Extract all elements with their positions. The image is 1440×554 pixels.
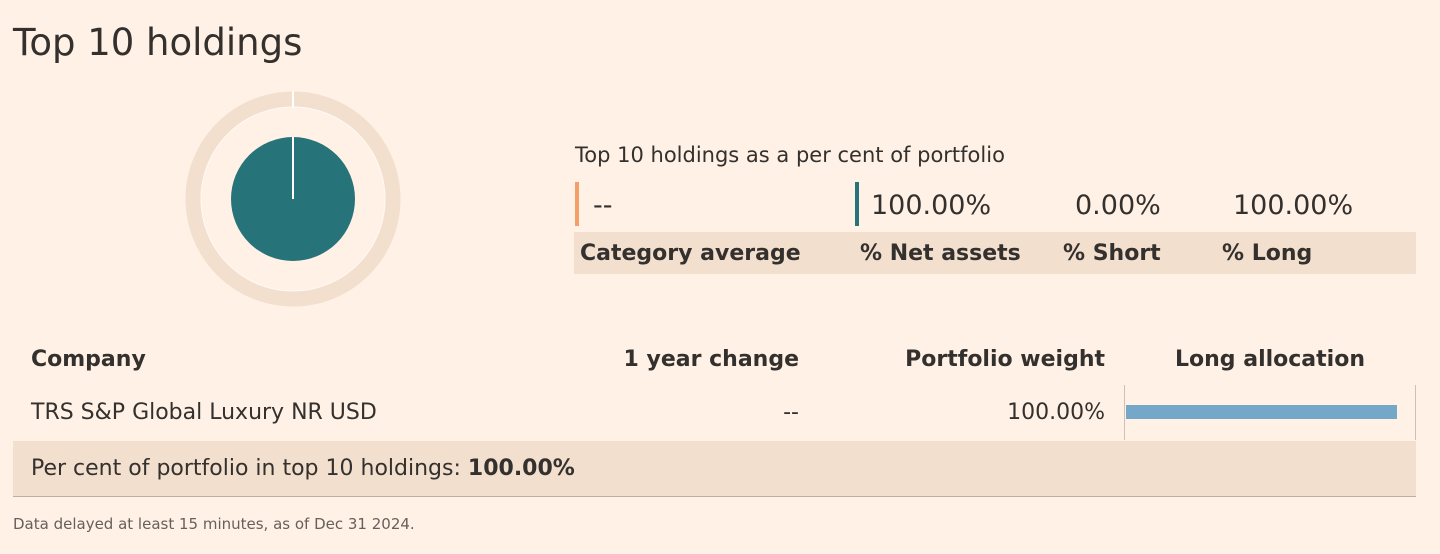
total-row	[13, 441, 1416, 497]
allocation-bar	[1126, 405, 1397, 419]
summary-label-strip	[574, 232, 1416, 274]
column-header: Long allocation	[1175, 347, 1365, 372]
summary-value: 100.00%	[1233, 190, 1354, 221]
footnote: Data delayed at least 15 minutes, as of …	[13, 515, 415, 533]
cell: 100.00%	[1007, 400, 1105, 425]
column-header: 1 year change	[623, 347, 799, 372]
column-header: Portfolio weight	[905, 347, 1105, 372]
axis-line	[1124, 385, 1125, 440]
column-header: Company	[31, 347, 146, 372]
summary-value: 100.00%	[871, 190, 992, 221]
category-marker	[575, 182, 579, 226]
summary-title: Top 10 holdings as a per cent of portfol…	[575, 143, 1005, 167]
cell: TRS S&P Global Luxury NR USD	[31, 400, 377, 425]
total-value: 100.00%	[467, 456, 575, 481]
summary-label: % Long	[1222, 241, 1313, 266]
total-label: Per cent of portfolio in top 10 holdings…	[31, 456, 461, 481]
summary-value: --	[593, 190, 613, 221]
summary-label: % Short	[1063, 241, 1161, 266]
fund-marker	[855, 182, 859, 226]
summary-label: Category average	[580, 241, 801, 266]
summary-value: 0.00%	[1075, 190, 1161, 221]
page-title: Top 10 holdings	[13, 21, 303, 64]
donut	[185, 91, 401, 307]
summary-label: % Net assets	[860, 241, 1021, 266]
axis-line	[1415, 385, 1416, 440]
cell: --	[783, 400, 799, 425]
total: Per cent of portfolio in top 10 holdings…	[31, 458, 575, 480]
